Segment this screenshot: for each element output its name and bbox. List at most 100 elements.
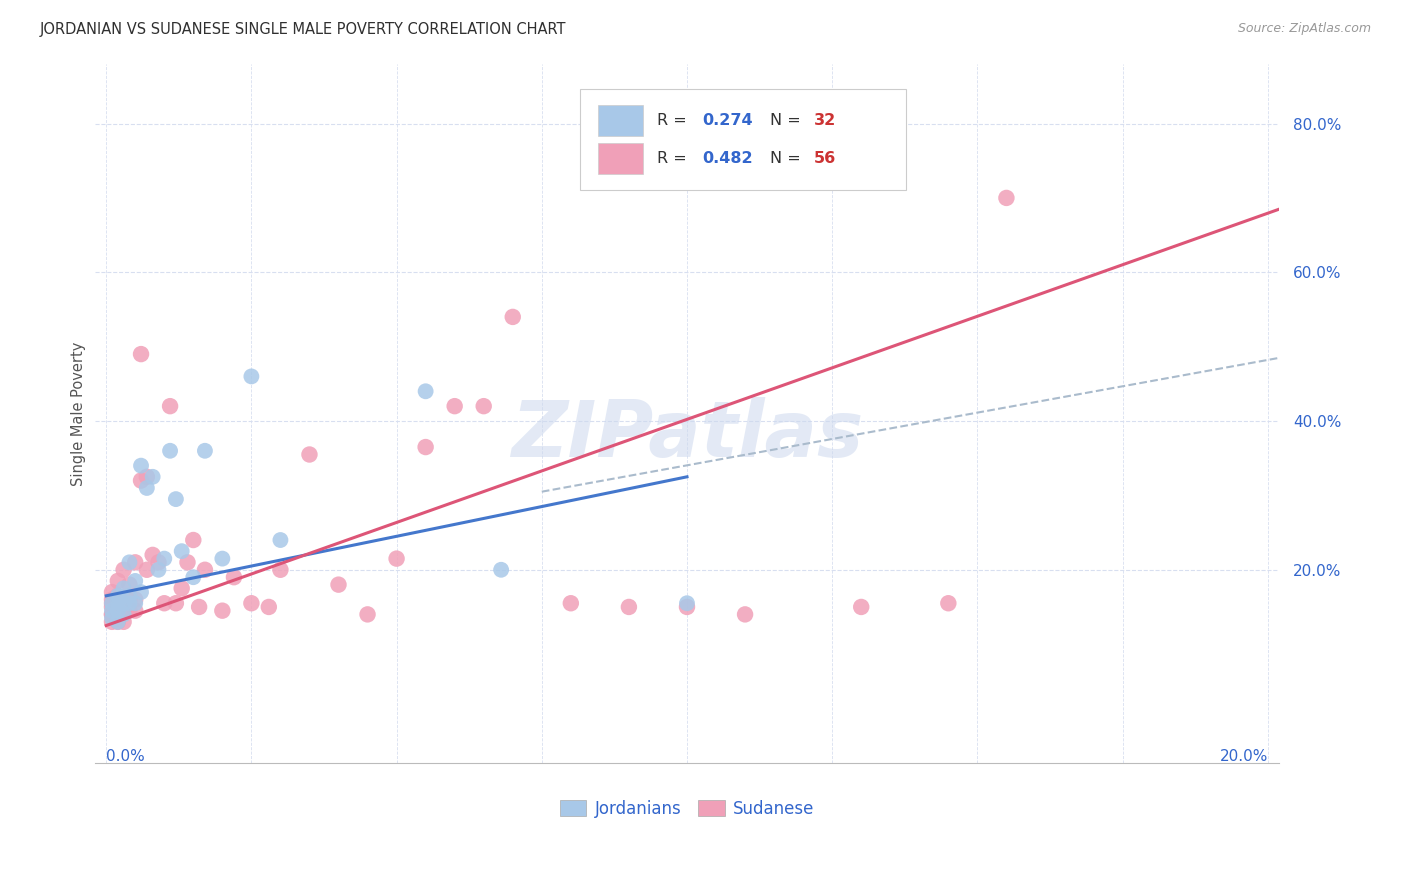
Point (124, 596, 146, 610)
Point (298, 448, 321, 462)
Point (148, 555, 170, 569)
Point (112, 596, 135, 610)
Point (617, 599, 640, 614)
Text: R =: R = (658, 113, 692, 128)
Point (101, 596, 124, 610)
Point (170, 582, 193, 596)
Point (112, 563, 135, 577)
Point (101, 607, 124, 622)
Point (135, 563, 157, 577)
Point (107, 596, 129, 610)
Text: Source: ZipAtlas.com: Source: ZipAtlas.com (1237, 22, 1371, 36)
Point (118, 577, 141, 591)
Point (107, 615, 129, 629)
Point (118, 592, 141, 607)
Point (240, 596, 263, 610)
Point (181, 570, 204, 584)
Point (118, 596, 141, 610)
Point (107, 574, 129, 588)
Point (194, 443, 217, 458)
Point (734, 607, 756, 622)
Point (118, 589, 141, 603)
Point (112, 582, 135, 596)
Point (112, 615, 135, 629)
Point (129, 347, 152, 361)
Point (101, 615, 124, 629)
Point (188, 599, 211, 614)
Point (112, 596, 135, 610)
Point (148, 563, 170, 577)
Point (129, 458, 152, 473)
Point (502, 310, 524, 324)
Text: 32: 32 (814, 113, 837, 128)
Text: 0.0%: 0.0% (107, 749, 145, 764)
Text: 0.482: 0.482 (703, 151, 754, 166)
Point (142, 548, 165, 562)
Point (240, 369, 263, 384)
Text: 56: 56 (814, 151, 837, 166)
Point (124, 604, 146, 618)
Point (936, 596, 959, 610)
Point (101, 596, 124, 610)
Point (443, 399, 465, 413)
Point (269, 533, 291, 547)
Point (356, 607, 378, 622)
Point (107, 589, 129, 603)
Point (118, 604, 141, 618)
Point (153, 551, 176, 566)
Point (165, 492, 187, 507)
Point (107, 594, 129, 608)
Point (112, 607, 135, 622)
Point (676, 599, 699, 614)
Point (170, 544, 193, 558)
Point (159, 443, 181, 458)
Point (107, 604, 129, 618)
Point (112, 604, 135, 618)
Point (181, 533, 204, 547)
Point (129, 474, 152, 488)
Point (107, 604, 129, 618)
Point (124, 555, 146, 569)
Point (222, 570, 245, 584)
Point (142, 470, 165, 484)
Point (101, 592, 124, 607)
Point (159, 399, 181, 413)
Point (101, 611, 124, 625)
Point (101, 585, 124, 599)
Point (176, 555, 198, 569)
Text: 0.274: 0.274 (703, 113, 754, 128)
Point (129, 585, 152, 599)
Text: JORDANIAN VS SUDANESE SINGLE MALE POVERTY CORRELATION CHART: JORDANIAN VS SUDANESE SINGLE MALE POVERT… (39, 22, 565, 37)
Point (257, 599, 280, 614)
Point (995, 191, 1018, 205)
Point (165, 596, 187, 610)
Point (472, 399, 495, 413)
Point (124, 574, 146, 588)
Point (107, 589, 129, 603)
Text: N =: N = (770, 113, 806, 128)
Point (489, 563, 512, 577)
Point (118, 555, 141, 569)
Point (560, 596, 582, 610)
Point (101, 599, 124, 614)
Legend: Jordanians, Sudanese: Jordanians, Sudanese (553, 793, 821, 825)
Point (415, 384, 437, 399)
Y-axis label: Single Male Poverty: Single Male Poverty (72, 342, 86, 486)
Text: N =: N = (770, 151, 806, 166)
Point (135, 470, 157, 484)
Point (153, 596, 176, 610)
Point (385, 551, 408, 566)
Point (135, 481, 157, 495)
Point (211, 604, 233, 618)
Point (124, 592, 146, 607)
Point (269, 563, 291, 577)
Text: ZIPatlas: ZIPatlas (510, 397, 863, 473)
Text: 20.0%: 20.0% (1219, 749, 1268, 764)
Point (415, 440, 437, 454)
FancyBboxPatch shape (598, 105, 643, 136)
Text: R =: R = (658, 151, 692, 166)
Point (676, 596, 699, 610)
FancyBboxPatch shape (598, 143, 643, 174)
Point (851, 599, 873, 614)
Point (328, 577, 350, 591)
